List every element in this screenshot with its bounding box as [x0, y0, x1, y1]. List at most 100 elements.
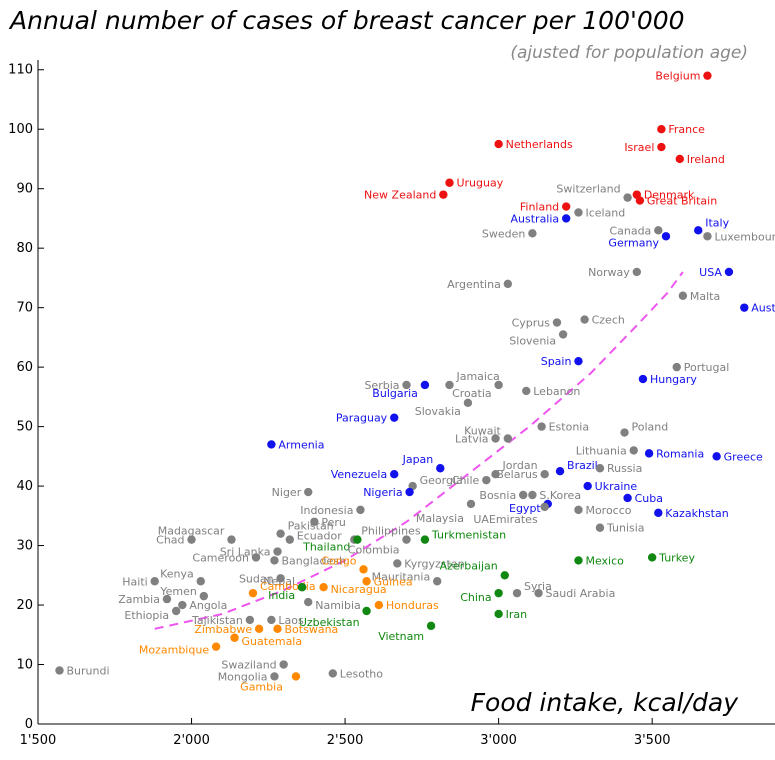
point-label-russia: Russia [607, 462, 642, 475]
point-great-britain [635, 196, 645, 205]
point-label-switzerland: Switzerland [556, 183, 620, 196]
y-tick-label: 80 [16, 241, 33, 256]
point-label-iran: Iran [506, 608, 528, 621]
point-label-ethiopia: Ethiopia [124, 609, 169, 622]
point-mauritania [433, 577, 442, 586]
point-label-new-zealand: New Zealand [364, 189, 436, 202]
point-laos [267, 615, 276, 625]
point-label-guinea: Guinea [374, 575, 413, 588]
point-belarus [540, 469, 549, 479]
point-label-usa: USA [699, 266, 722, 279]
point-label-uzbekistan: Uzbekistan [299, 616, 360, 629]
trend-line [154, 271, 684, 630]
point-label-belarus: Belarus [496, 468, 538, 481]
point-label-kenya: Kenya [160, 567, 194, 580]
point-label-venezuela: Venezuela [331, 468, 388, 481]
point-label-norway: Norway [588, 266, 630, 279]
point-sweden [528, 229, 537, 238]
point-label-mexico: Mexico [585, 554, 624, 567]
point-label-sudan: Sudan [239, 572, 274, 585]
point-turkey [647, 553, 657, 562]
point-uruguay [445, 178, 454, 187]
point-tunisia [595, 523, 605, 532]
point-slovenia [558, 330, 568, 339]
point-label-pakistan: Pakistan [288, 520, 334, 533]
point-label-poland: Poland [632, 421, 669, 434]
point-label-thailand: Thailand [302, 541, 350, 554]
point-label-jamaica: Jamaica [455, 370, 499, 383]
point-swaziland [279, 660, 288, 669]
point-label-congo: Congo [321, 554, 356, 567]
point-luxembourg [703, 232, 712, 241]
y-tick-label: 100 [8, 122, 33, 137]
point-label-philippines: Philippines [361, 525, 421, 538]
point-label-luxembourg: Luxembourg [714, 230, 775, 243]
point-norway [632, 267, 642, 277]
point-sudan [276, 574, 285, 583]
point-morocco [574, 505, 583, 515]
point-spain [574, 356, 583, 366]
point-label-s-korea: S.Korea [539, 489, 581, 502]
point-mexico [574, 556, 583, 565]
point-label-turkmenistan: Turkmenistan [431, 529, 506, 542]
point-jamaica [445, 380, 454, 390]
point-label-namibia: Namibia [315, 599, 361, 612]
axes-layer: 0 10 20 30 40 50 60 70 80 90 100 110 1'500 2'000 2'500… [8, 60, 775, 748]
point-belgium [703, 71, 712, 80]
point-label-kazakhstan: Kazakhstan [665, 507, 728, 520]
point-peru [310, 517, 319, 526]
point-label-burundi: Burundi [66, 664, 109, 677]
point-ireland [675, 154, 685, 164]
point-turkmenistan [420, 535, 430, 544]
point-label-lithuania: Lithuania [576, 444, 627, 457]
points-layer: Belgium France Israel Ireland Netherlands Uru… [55, 70, 775, 693]
point-label-belgium: Belgium [655, 70, 700, 83]
point-ukraine [583, 481, 592, 491]
point-label-israel: Israel [624, 141, 654, 154]
point-pakistan [276, 529, 285, 538]
point-italy [694, 226, 703, 235]
y-tick-label: 20 [16, 598, 33, 613]
point-burundi [55, 666, 64, 675]
point-label-czech: Czech [592, 314, 625, 327]
point-lithuania [629, 446, 638, 455]
point-china [494, 588, 503, 598]
point-venezuela [390, 469, 399, 479]
y-tick-label: 70 [16, 301, 33, 316]
point-label-cyprus: Cyprus [512, 317, 551, 330]
point-sri-lanka [273, 547, 282, 556]
point-label-cameroon: Cameroon [192, 551, 249, 564]
point-label-austria: Austria [751, 302, 775, 315]
point-mongolia [270, 672, 279, 681]
point-japan [436, 464, 445, 473]
point-label-kyrgyzstan: Kyrgyzstan [404, 557, 464, 570]
point-label-armenia: Armenia [278, 438, 324, 451]
point-label-netherlands: Netherlands [506, 138, 573, 151]
point-serbia [402, 380, 411, 390]
point-label-tunisia: Tunisia [606, 522, 645, 535]
point-label-romania: Romania [656, 447, 704, 460]
point-label-lebanon: Lebanon [533, 385, 580, 398]
point-guatemala [230, 633, 239, 642]
point-label-lesotho: Lesotho [340, 667, 383, 680]
point-paraguay [390, 413, 399, 422]
point-colombia [402, 535, 411, 544]
point-label-bosnia: Bosnia [479, 489, 516, 502]
point-label-brazil: Brazil [567, 459, 598, 472]
chart-title: Annual number of cases of breast cancer … [8, 6, 685, 35]
point-netherlands [494, 139, 503, 149]
point-saudi-arabia [534, 588, 543, 598]
point-ecuador [285, 535, 295, 544]
point-croatia [494, 380, 503, 390]
point-label-argentina: Argentina [447, 278, 501, 291]
point-label-uaemirates: UAEmirates [473, 513, 538, 526]
point-czech [580, 315, 589, 324]
point-portugal [672, 362, 681, 372]
point-label-chile: Chile [452, 474, 480, 487]
point-bosnia [518, 490, 528, 500]
point-label-france: France [668, 123, 705, 136]
point-estonia [537, 422, 546, 431]
point-label-honduras: Honduras [386, 599, 439, 612]
point-label-mauritania: Mauritania [372, 570, 431, 583]
